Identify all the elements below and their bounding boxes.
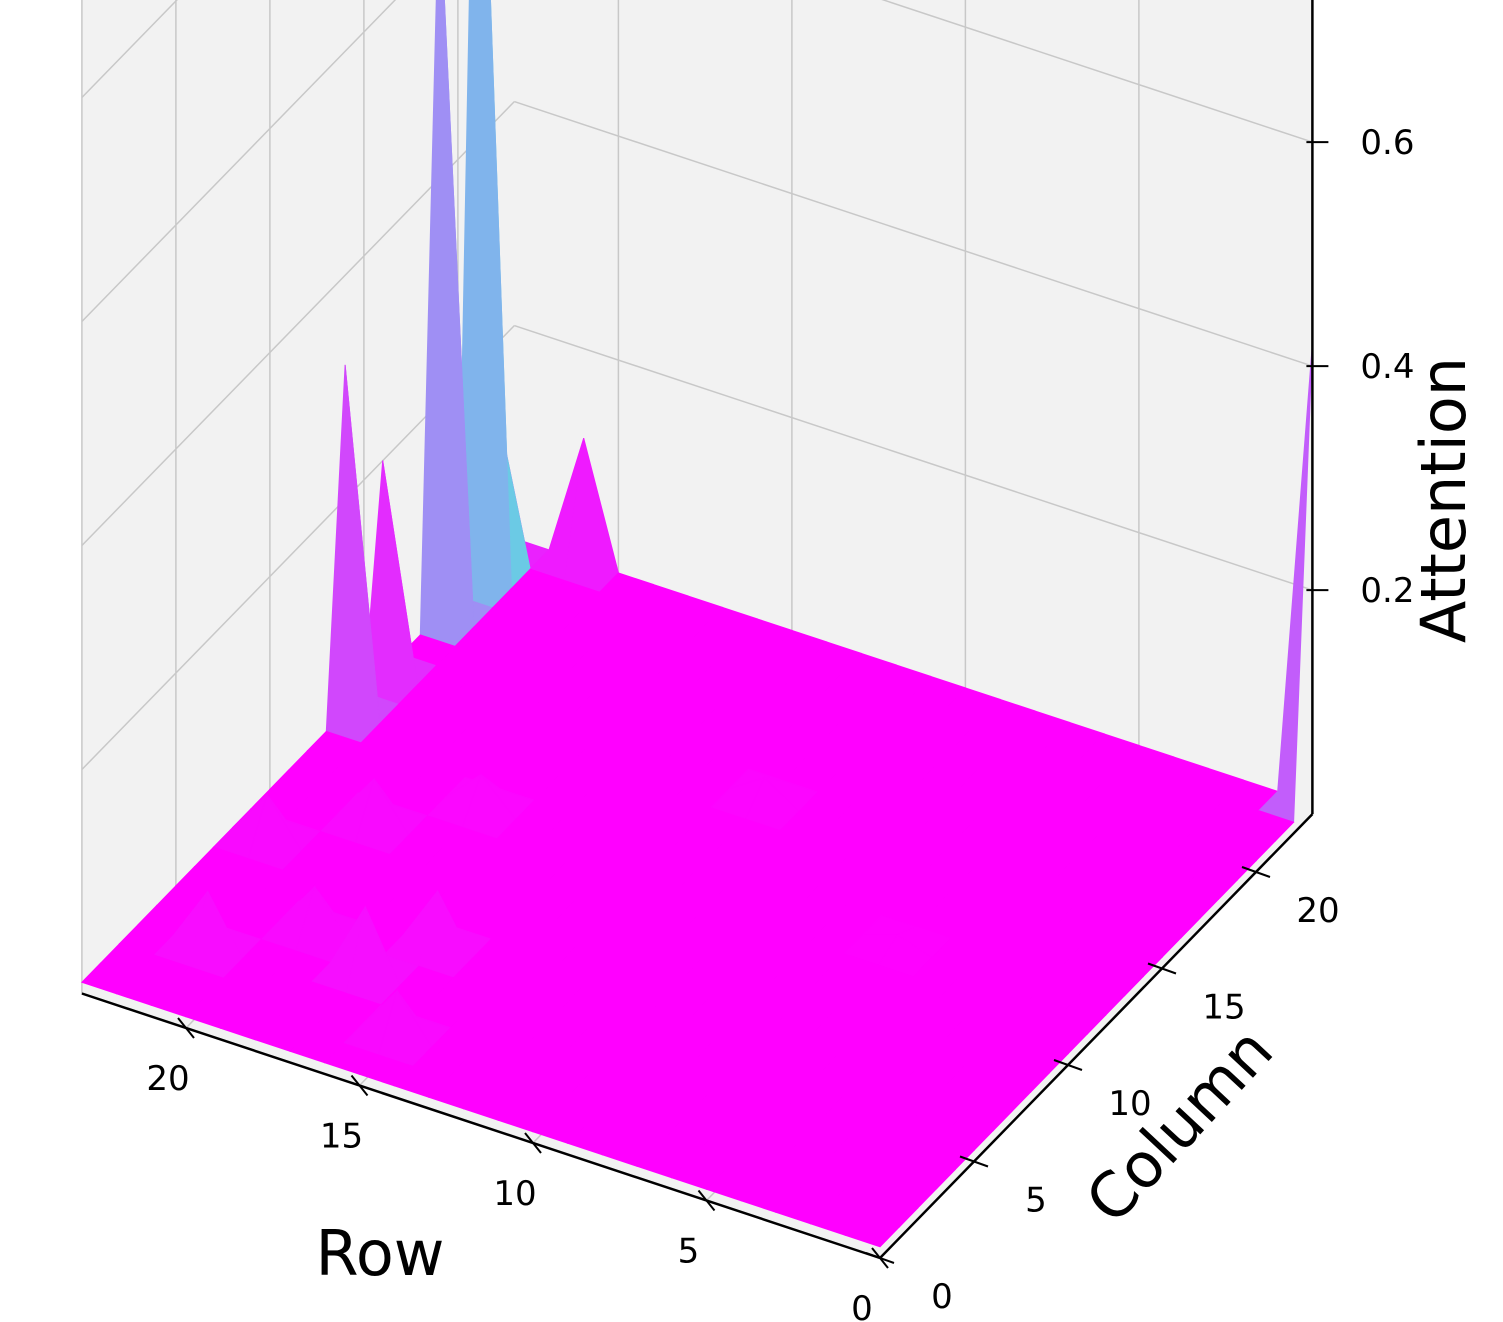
x-axis-line (81, 992, 881, 1260)
grid-line-z-back-0.2 (514, 324, 1313, 591)
axis-lines (81, 0, 1314, 1260)
x-tick-label: 5 (678, 1232, 700, 1272)
y-tick-label: 20 (1296, 891, 1339, 931)
x-tick-label: 15 (320, 1117, 363, 1157)
y-tick-15 (1147, 962, 1177, 975)
grid-line-z-left-0.8 (81, 0, 178, 99)
x-tick-label: 0 (851, 1289, 873, 1322)
z-tick-label: 0.6 (1360, 123, 1414, 163)
y-tick-20 (1241, 866, 1271, 878)
z-tick-label: 0.2 (1360, 571, 1414, 611)
z-tick-label: 0.4 (1360, 347, 1414, 387)
y-tick-5 (959, 1155, 989, 1168)
y-tick-label: 0 (931, 1277, 953, 1317)
x-tick-10 (524, 1132, 542, 1154)
tick-marks (177, 141, 1329, 1269)
y-tick-label: 5 (1025, 1181, 1047, 1221)
y-tick-0 (865, 1252, 895, 1264)
attention-surface (80, 0, 1313, 1248)
y-tick-label: 10 (1108, 1084, 1151, 1124)
x-tick-5 (697, 1189, 716, 1212)
x-tick-label: 20 (146, 1059, 189, 1099)
x-axis-label: Row (316, 1217, 445, 1290)
grid-line-z-left-0.6 (81, 0, 397, 323)
grid-line-z-back-0.6 (881, 0, 1313, 143)
y-tick-label: 15 (1202, 988, 1245, 1028)
x-tick-20 (177, 1017, 195, 1039)
x-tick-15 (350, 1074, 369, 1097)
grid-line-z-back-0.4 (514, 100, 1313, 367)
y-tick-10 (1053, 1059, 1083, 1071)
z-axis-label: Attention (1407, 357, 1480, 643)
surface-cell-0-0 (844, 1215, 900, 1248)
y-axis-label: Column (1072, 1014, 1287, 1237)
y-axis-line (879, 813, 1314, 1259)
x-tick-label: 10 (493, 1174, 536, 1214)
